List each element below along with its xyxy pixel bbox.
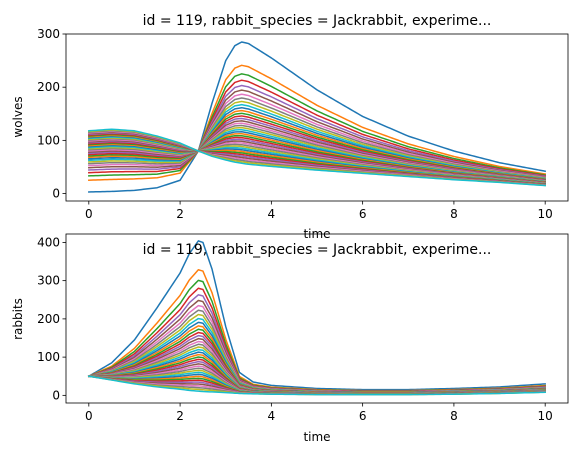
- y-tick-label: 300: [37, 27, 60, 41]
- x-tick-label: 2: [176, 207, 184, 221]
- x-tick-label: 0: [85, 409, 93, 423]
- series-line: [87, 240, 546, 391]
- y-tick-label: 300: [37, 274, 60, 288]
- series-line: [88, 79, 547, 177]
- wolves-plot-frame: [65, 33, 569, 202]
- x-tick-label: 4: [268, 207, 276, 221]
- wolves-subplot: id = 119, rabbit_species = Jackrabbit, e…: [11, 13, 569, 241]
- rabbits-plot-frame: [65, 233, 569, 404]
- rabbits-series-lines: [87, 240, 546, 396]
- rabbits-subplot-title: id = 119, rabbit_species = Jackrabbit, e…: [143, 242, 492, 258]
- series-line: [88, 64, 547, 181]
- wolves-y-axis-label: wolves: [11, 96, 25, 137]
- series-line: [88, 128, 546, 187]
- y-tick-label: 0: [52, 388, 60, 402]
- x-tick-label: 4: [268, 409, 276, 423]
- x-tick-label: 10: [538, 409, 553, 423]
- y-tick-label: 400: [37, 235, 60, 249]
- x-tick-label: 10: [538, 207, 553, 221]
- wolves-subplot-title: id = 119, rabbit_species = Jackrabbit, e…: [143, 13, 492, 29]
- y-tick-label: 200: [37, 312, 60, 326]
- x-tick-label: 8: [450, 409, 458, 423]
- wolves-series-lines: [88, 41, 547, 193]
- y-tick-label: 100: [37, 133, 60, 147]
- series-line: [87, 375, 546, 396]
- rabbits-x-axis-label: time: [303, 430, 330, 444]
- y-tick-label: 0: [52, 187, 60, 201]
- x-tick-label: 8: [450, 207, 458, 221]
- series-line: [88, 41, 547, 193]
- series-line: [88, 93, 547, 179]
- series-line: [88, 73, 547, 177]
- y-tick-label: 200: [37, 80, 60, 94]
- series-line: [88, 89, 547, 178]
- rabbits-y-axis-label: rabbits: [11, 298, 25, 340]
- x-tick-label: 2: [176, 409, 184, 423]
- series-line: [88, 84, 547, 178]
- y-tick-label: 100: [37, 350, 60, 364]
- x-tick-label: 0: [85, 207, 93, 221]
- x-tick-label: 6: [359, 409, 367, 423]
- x-tick-label: 6: [359, 207, 367, 221]
